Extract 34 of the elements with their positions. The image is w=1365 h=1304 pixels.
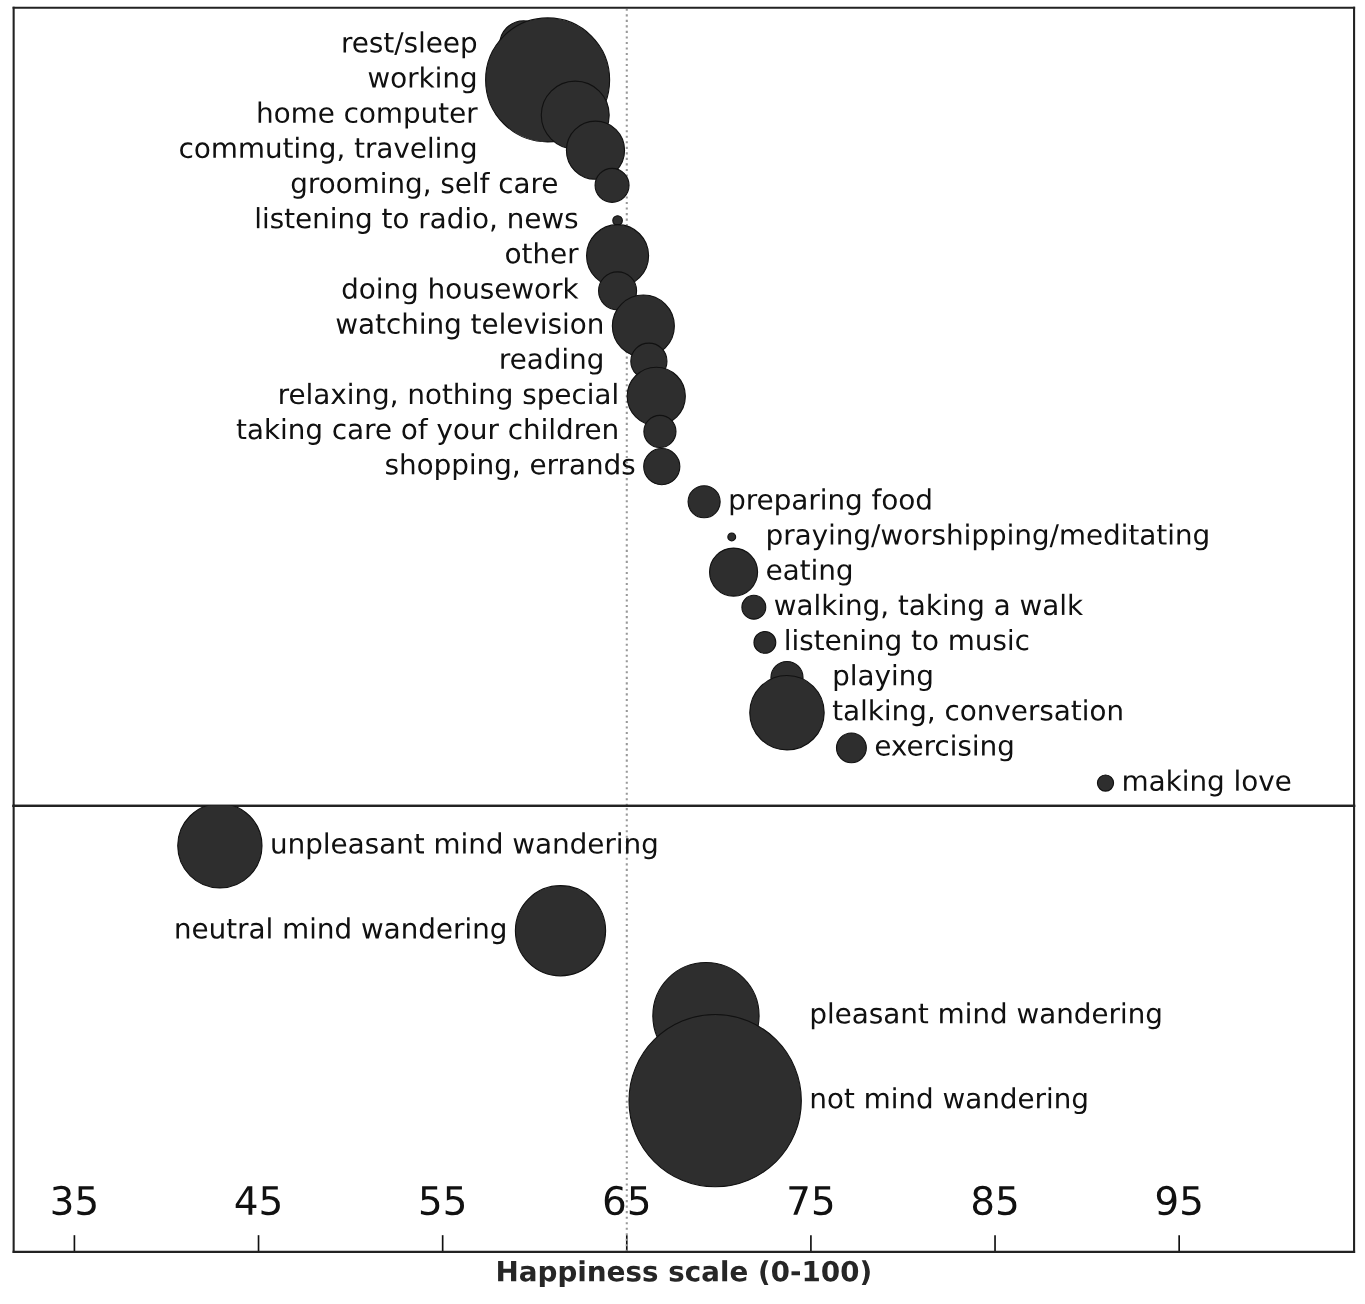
category-label: unpleasant mind wandering — [272, 832, 657, 860]
category-label: home computer — [258, 101, 478, 129]
category-label: listening to music — [786, 628, 1029, 656]
category-label: doing housework — [342, 277, 579, 305]
x-tick-label: 35 — [52, 1185, 96, 1216]
category-label: commuting, traveling — [180, 136, 476, 164]
category-label: taking care of your children — [236, 418, 617, 445]
x-tick-label: 95 — [1156, 1185, 1201, 1216]
category-label: listening to radio, news — [256, 207, 578, 234]
category-label: exercising — [875, 734, 1013, 762]
category-label: watching television — [336, 312, 602, 340]
category-label: working — [368, 66, 476, 94]
category-label: walking, taking a walk — [774, 593, 1084, 621]
category-label: talking, conversation — [832, 699, 1122, 727]
category-label: neutral mind wandering — [176, 917, 505, 945]
x-tick-label: 75 — [789, 1186, 833, 1216]
category-label: eating — [767, 558, 852, 586]
x-tick-label: 45 — [235, 1186, 280, 1216]
category-label: praying/worshipping/meditating — [768, 523, 1208, 551]
x-axis-title: Happiness scale (0-100) — [498, 1260, 870, 1288]
x-tick-label: 65 — [604, 1185, 649, 1216]
category-label: preparing food — [730, 488, 931, 516]
x-tick-label: 55 — [420, 1186, 465, 1216]
category-label: other — [506, 242, 579, 264]
category-label: rest/sleep — [343, 31, 477, 59]
category-label: playing — [834, 664, 932, 691]
category-label: reading — [501, 347, 602, 375]
category-label: making love — [1124, 769, 1291, 797]
category-label: pleasant mind wandering — [811, 1002, 1161, 1030]
category-label: shopping, errands — [386, 453, 635, 481]
category-label: relaxing, nothing special — [280, 382, 617, 410]
category-label: grooming, self care — [291, 171, 557, 199]
x-tick-label: 85 — [972, 1185, 1017, 1216]
category-label: not mind wandering — [811, 1087, 1087, 1115]
